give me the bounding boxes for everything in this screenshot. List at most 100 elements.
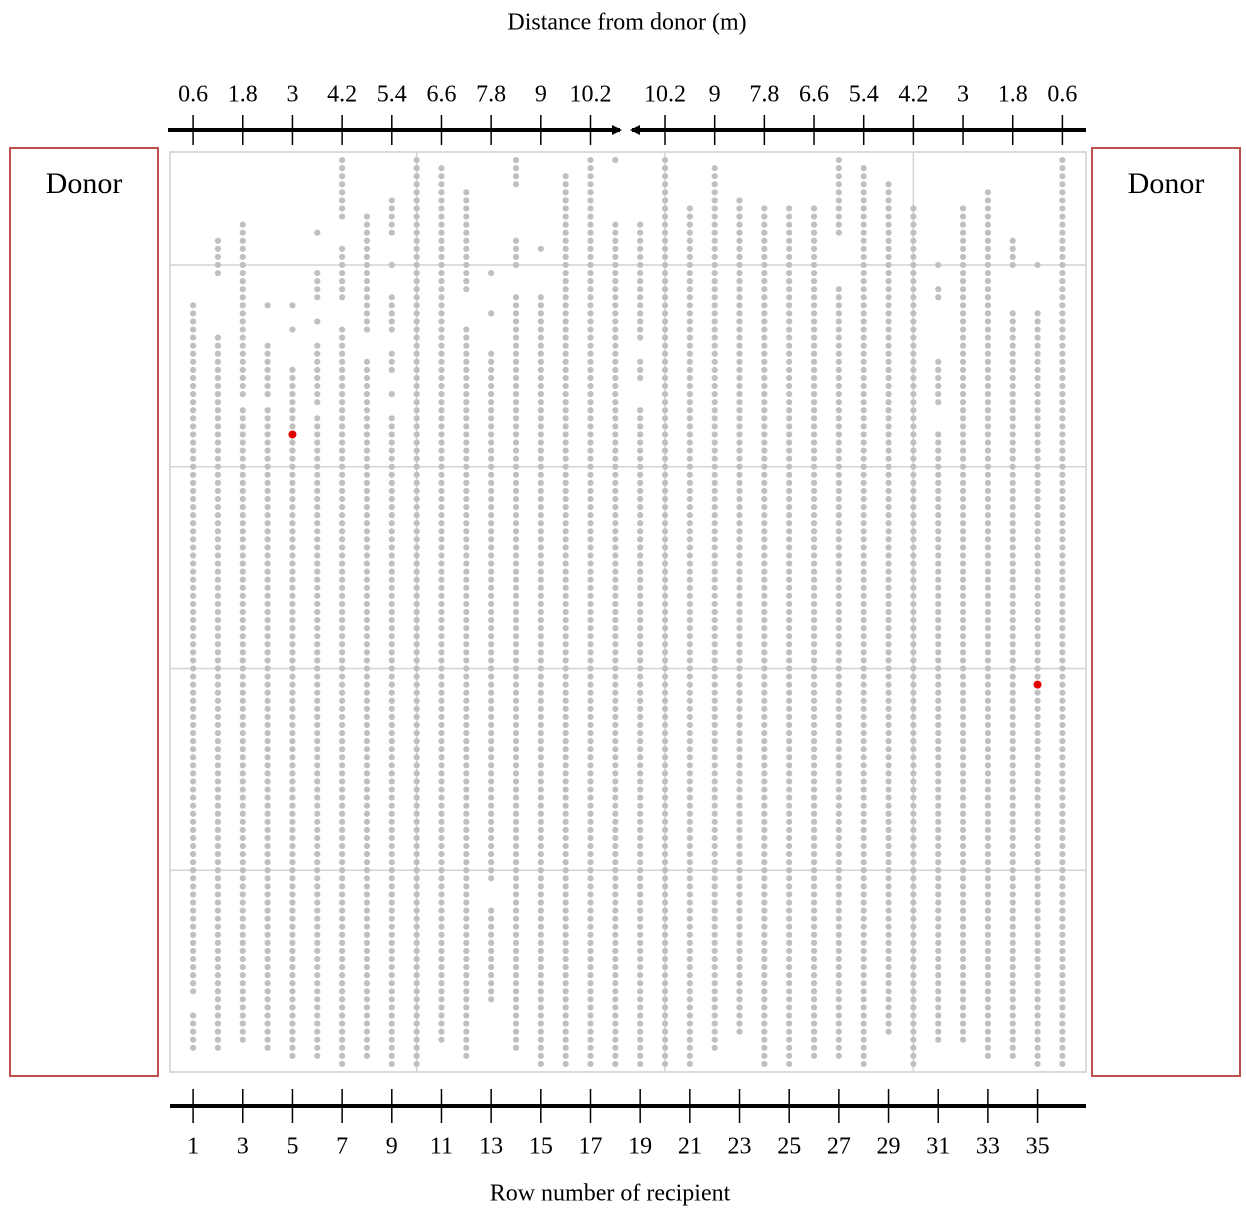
dot [438, 1020, 445, 1027]
dot [314, 996, 321, 1003]
dot [1059, 399, 1066, 406]
dot [463, 705, 470, 712]
dot [314, 318, 321, 325]
dot [264, 891, 271, 898]
dot [314, 495, 321, 503]
dot [512, 520, 520, 527]
dot [1034, 415, 1041, 422]
dot [1034, 552, 1041, 559]
dot [537, 988, 544, 995]
dot [239, 229, 246, 236]
dot [562, 544, 569, 551]
dot [910, 625, 917, 632]
dot [686, 770, 693, 777]
dot [512, 374, 520, 382]
dot [661, 334, 669, 341]
dot [1009, 495, 1016, 503]
dot [1034, 1036, 1041, 1043]
dot [363, 584, 371, 591]
dot [388, 883, 395, 890]
dot [661, 318, 669, 325]
dot [786, 382, 793, 390]
dot [438, 1012, 445, 1019]
dot [786, 560, 793, 567]
dot [488, 810, 495, 817]
dot [810, 875, 818, 882]
dot [488, 826, 495, 833]
dot [910, 512, 917, 519]
dot [239, 278, 246, 285]
dot [711, 738, 718, 745]
dot [686, 536, 693, 543]
dot [289, 584, 296, 591]
dot [810, 560, 818, 567]
dot [1059, 1044, 1066, 1051]
dot [488, 399, 495, 406]
dot [910, 1060, 917, 1068]
dot [189, 495, 197, 503]
dot [736, 568, 743, 575]
dot [810, 278, 818, 285]
dot [786, 673, 793, 680]
dot [1009, 536, 1016, 543]
dot [438, 721, 445, 729]
dot [810, 503, 818, 511]
dot [562, 310, 569, 317]
dot [959, 261, 967, 269]
dot [810, 391, 818, 398]
dot [661, 697, 669, 704]
dot [637, 883, 644, 890]
dot [264, 681, 271, 688]
dot [736, 705, 743, 712]
dot [189, 834, 197, 842]
dot [686, 479, 693, 486]
dot [438, 431, 445, 438]
dot [1009, 810, 1016, 817]
dot [835, 294, 842, 301]
dot [537, 899, 544, 906]
dot [761, 923, 768, 930]
dot [935, 842, 942, 850]
dot [984, 318, 991, 325]
dot [885, 907, 892, 914]
dot [736, 762, 743, 769]
dot [587, 738, 594, 745]
dot [512, 778, 520, 785]
dot [711, 923, 718, 930]
dot [686, 729, 693, 737]
dot [363, 875, 371, 882]
dot [314, 544, 321, 551]
dot [214, 503, 222, 511]
dot [637, 770, 644, 777]
dot [984, 560, 991, 567]
dot [984, 875, 991, 882]
x-tick-label: 15 [529, 1134, 553, 1160]
dot [661, 713, 669, 721]
dot [786, 391, 793, 398]
dot [562, 851, 569, 858]
dot [214, 681, 222, 688]
dot [587, 729, 594, 737]
dot [637, 302, 644, 309]
dot [438, 407, 445, 414]
dot [612, 625, 619, 632]
dot [587, 1012, 594, 1019]
dot [835, 778, 842, 785]
top-tick-label: 7.8 [476, 82, 506, 108]
dot [860, 939, 867, 946]
dot [537, 923, 544, 930]
dot [512, 705, 520, 712]
dot [761, 633, 768, 640]
dot [537, 665, 544, 672]
dot [488, 560, 495, 567]
dot [959, 253, 967, 261]
dot [189, 972, 197, 979]
dot [214, 536, 222, 543]
dot [388, 818, 395, 825]
dot [835, 156, 842, 164]
dot [736, 955, 743, 963]
dot [537, 358, 544, 365]
dot [388, 447, 395, 454]
dot [1034, 616, 1041, 624]
dot [339, 729, 346, 737]
